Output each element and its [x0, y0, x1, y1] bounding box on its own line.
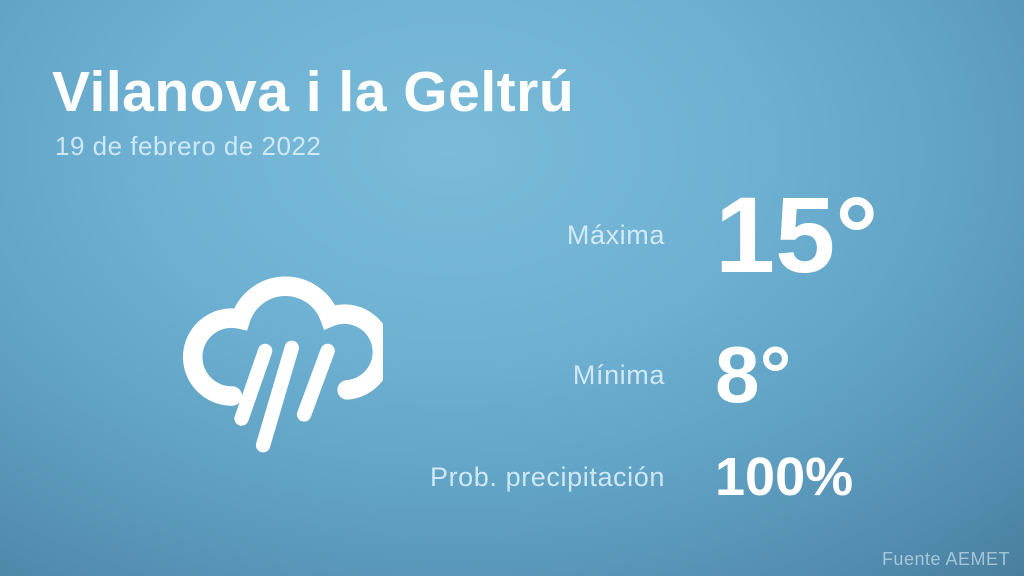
stat-label-min: Mínima: [572, 359, 665, 390]
stat-label-max: Máxima: [566, 219, 665, 250]
stat-row-max: Máxima 15°: [0, 176, 1024, 294]
stat-label-precipitation: Prob. precipitación: [429, 461, 665, 492]
stat-row-precipitation: Prob. precipitación 100%: [0, 446, 1024, 508]
stat-row-min: Mínima 8°: [0, 330, 1024, 420]
page-title: Vilanova i la Geltrú: [52, 60, 575, 124]
source-credit: Fuente AEMET: [881, 549, 1010, 569]
stat-value-min: 8°: [715, 330, 792, 419]
stat-value-max: 15°: [715, 174, 879, 295]
stat-value-precipitation: 100%: [715, 447, 854, 507]
cloud-rain-icon: [178, 246, 393, 464]
date-subtitle: 19 de febrero de 2022: [55, 131, 322, 161]
